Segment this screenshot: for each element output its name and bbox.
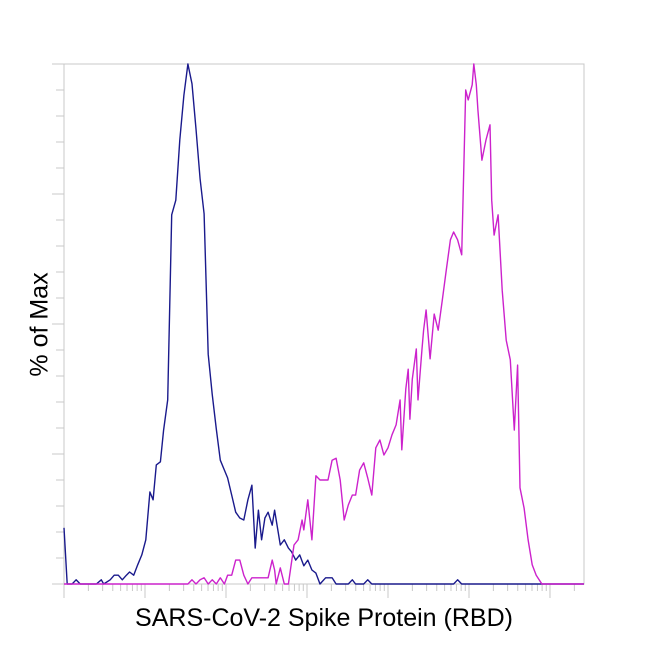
x-axis-label: SARS-CoV-2 Spike Protein (RBD) [135, 604, 513, 632]
axes [52, 63, 585, 598]
series-line-control [63, 63, 584, 585]
series-line-stained [64, 63, 584, 585]
series-group [63, 63, 584, 585]
y-axis-label: % of Max [25, 272, 54, 377]
plot-frame [63, 63, 585, 585]
